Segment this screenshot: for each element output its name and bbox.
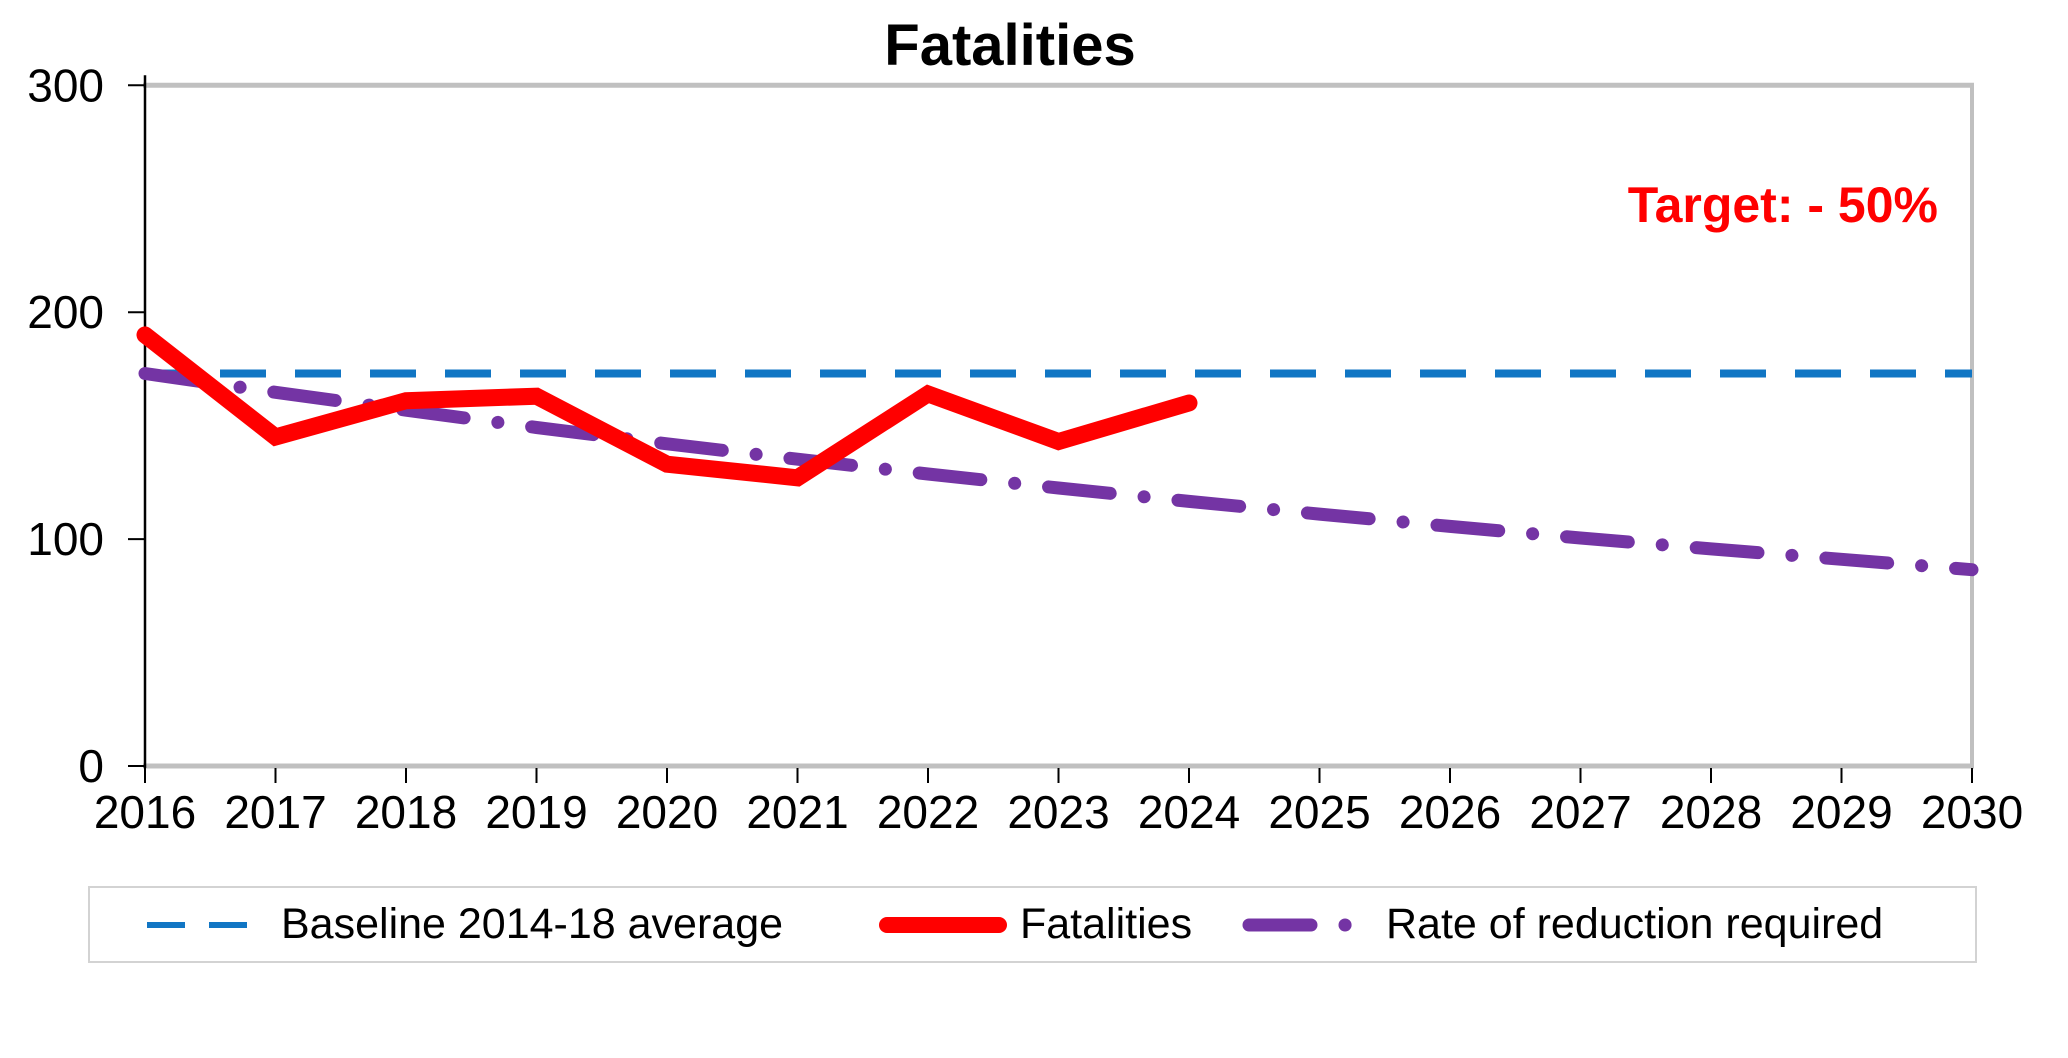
fatalities-solid-line-sample <box>879 916 1007 933</box>
x-tick-label-2029: 2029 <box>1790 786 1892 838</box>
chart-legend: Baseline 2014-18 average Fatalities Rate… <box>88 886 1977 963</box>
legend-item-baseline: Baseline 2014-18 average <box>145 888 783 961</box>
x-tick-label-2027: 2027 <box>1529 786 1631 838</box>
y-tick-label-300: 300 <box>27 59 104 111</box>
x-tick-label-2016: 2016 <box>94 786 196 838</box>
baseline-dashed-line-sample <box>147 921 267 928</box>
y-tick-label-200: 200 <box>27 286 104 338</box>
x-tick-label-2025: 2025 <box>1268 786 1370 838</box>
y-tick-label-0: 0 <box>78 740 104 792</box>
x-tick-label-2021: 2021 <box>746 786 848 838</box>
x-tick-label-2024: 2024 <box>1138 786 1240 838</box>
target-annotation: Target: - 50% <box>1627 177 1938 233</box>
x-tick-label-2030: 2030 <box>1921 786 2023 838</box>
x-tick-label-2022: 2022 <box>877 786 979 838</box>
x-tick-label-2020: 2020 <box>616 786 718 838</box>
series-line-rate-of-reduction-required <box>138 367 1979 577</box>
legend-label-rate: Rate of reduction required <box>1386 900 1884 948</box>
x-tick-label-2019: 2019 <box>485 786 587 838</box>
series-line-fatalities <box>136 326 1198 487</box>
x-tick-label-2028: 2028 <box>1660 786 1762 838</box>
legend-label-fatalities: Fatalities <box>1020 900 1193 948</box>
legend-item-fatalities: Fatalities <box>878 888 1192 961</box>
x-tick-label-2026: 2026 <box>1399 786 1501 838</box>
chart-title: Fatalities <box>884 13 1136 78</box>
legend-label-baseline: Baseline 2014-18 average <box>281 900 784 948</box>
x-tick-label-2017: 2017 <box>224 786 326 838</box>
legend-item-rate: Rate of reduction required <box>1242 888 1883 961</box>
rate-dashdot-line-sample <box>1242 918 1374 931</box>
x-tick-label-2023: 2023 <box>1007 786 1109 838</box>
x-tick-label-2018: 2018 <box>355 786 457 838</box>
y-tick-label-100: 100 <box>27 513 104 565</box>
